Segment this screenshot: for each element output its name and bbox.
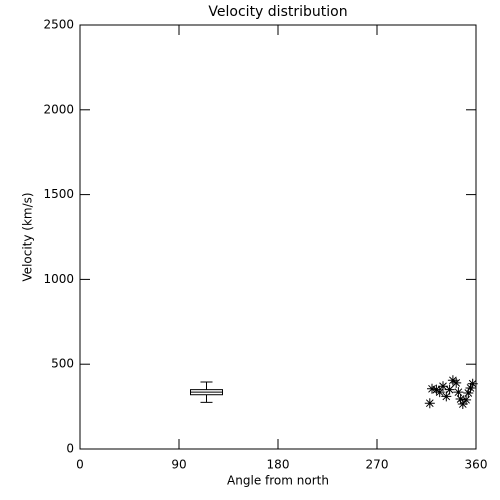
x-tick-label: 90 [171,458,186,472]
x-tick-label: 0 [76,458,84,472]
point [465,382,476,393]
chart-title: Velocity distribution [208,4,347,20]
y-axis-label: Velocity (km/s) [21,192,35,281]
y-tick-label: 0 [66,442,74,456]
point [444,384,455,395]
point [455,393,466,404]
point [447,375,458,386]
point [441,391,452,402]
point [438,381,448,392]
point [453,387,464,398]
y-tick-label: 500 [51,357,74,371]
point [461,394,472,405]
plot-frame [79,24,477,450]
x-axis-label: Angle from north [227,474,329,488]
x-tick-label: 180 [267,458,290,472]
y-tick-label: 2000 [43,102,74,116]
point [451,377,462,388]
point [434,387,445,398]
point [457,399,468,410]
point [431,384,442,395]
y-tick-label: 1500 [43,187,74,201]
point [424,398,435,409]
point [467,378,478,389]
point [463,388,474,399]
y-tick-label: 2500 [43,18,74,32]
x-tick-label: 270 [366,458,389,472]
y-tick-label: 1000 [43,272,74,286]
x-tick-label: 360 [465,458,488,472]
point [427,383,437,394]
